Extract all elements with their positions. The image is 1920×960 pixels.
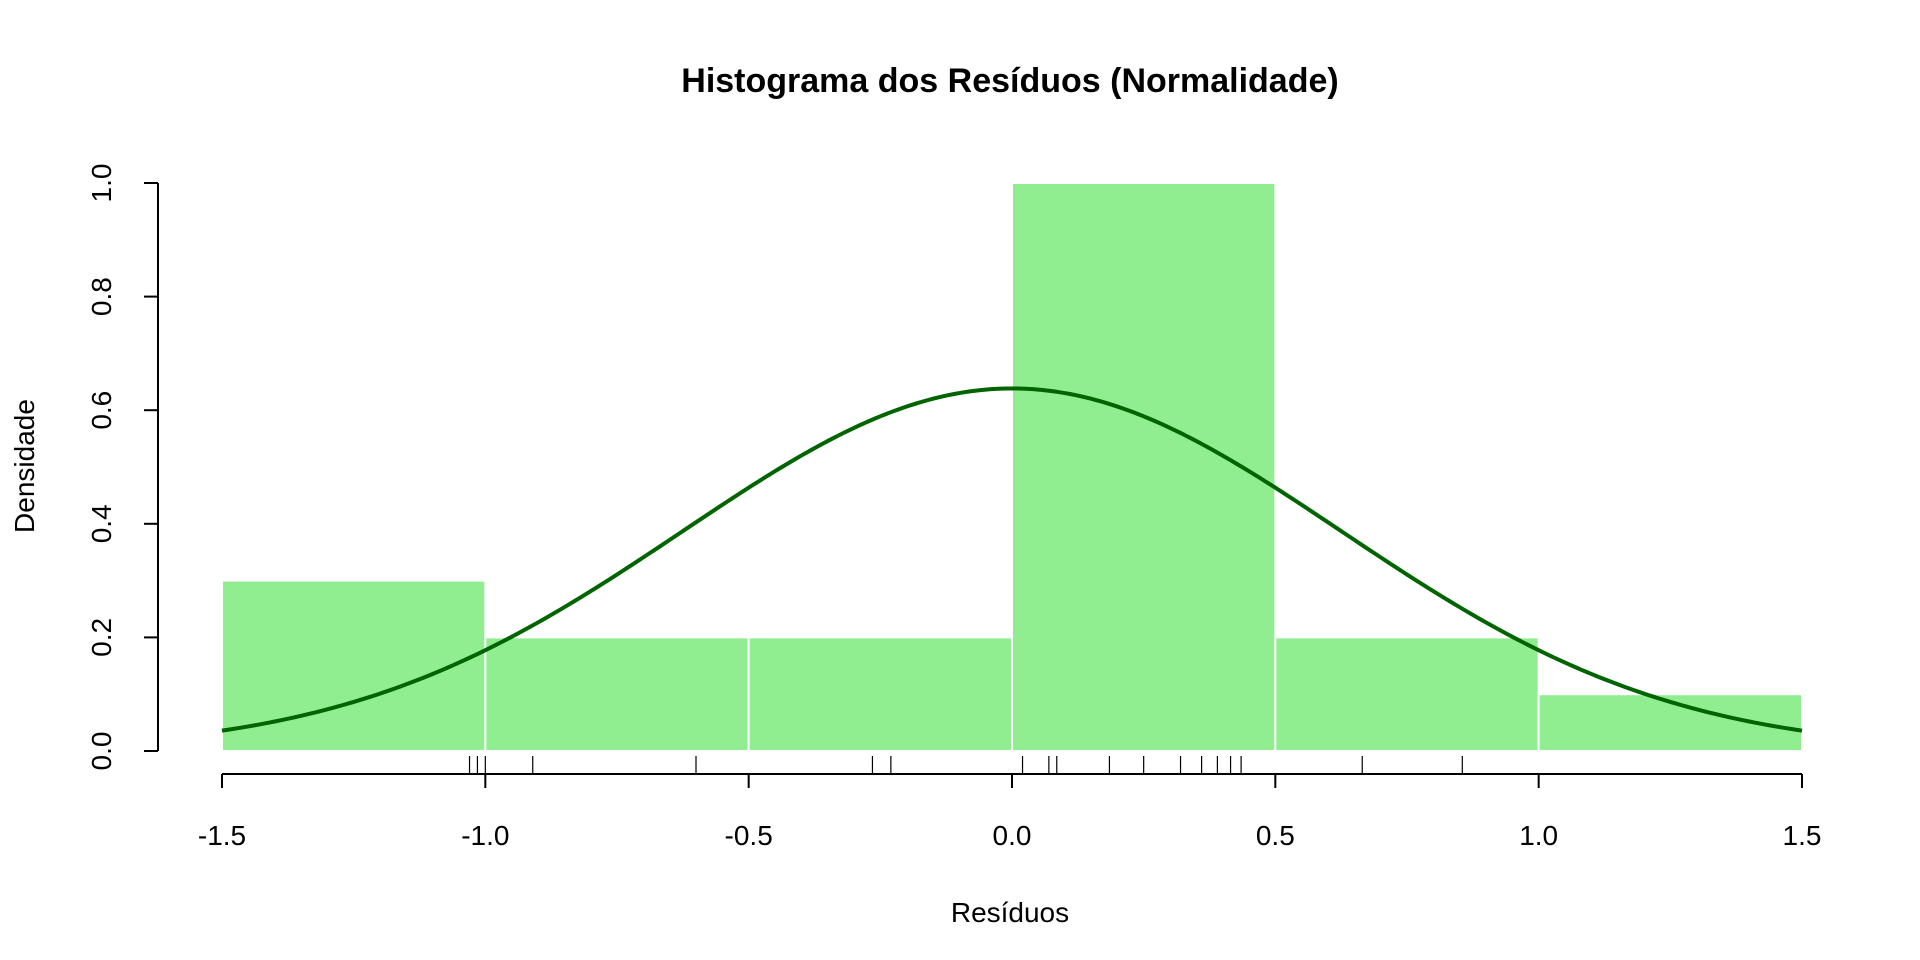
x-axis-label: Resíduos — [951, 897, 1069, 928]
x-tick-label: -1.5 — [198, 820, 246, 851]
x-tick-label: 1.5 — [1783, 820, 1822, 851]
y-tick-label: 0.4 — [86, 504, 117, 543]
x-tick-label: 1.0 — [1519, 820, 1558, 851]
y-tick-label: 0.2 — [86, 618, 117, 657]
histogram-bar-4 — [1011, 182, 1277, 752]
x-tick-label: 0.0 — [993, 820, 1032, 851]
normal-density-curve — [221, 386, 1803, 733]
y-tick-label: 0.8 — [86, 277, 117, 316]
histogram-bar-5 — [1274, 636, 1540, 753]
y-tick-label: 0.6 — [86, 391, 117, 430]
rug-layer — [468, 756, 1463, 774]
histogram-bars — [221, 182, 1803, 753]
normal-curve-layer — [221, 386, 1803, 733]
y-tick-label: 1.0 — [86, 164, 117, 203]
x-tick-label: -0.5 — [725, 820, 773, 851]
y-axis: 0.0 0.2 0.4 0.6 0.8 1.0 — [86, 164, 159, 771]
y-tick-label: 0.0 — [86, 732, 117, 771]
x-tick-label: 0.5 — [1256, 820, 1295, 851]
chart-title: Histograma dos Resíduos (Normalidade) — [681, 62, 1338, 100]
histogram-bar-3 — [747, 636, 1014, 753]
x-axis: -1.5 -1.0 -0.5 0.0 0.5 1.0 1.5 — [198, 773, 1822, 851]
x-tick-label: -1.0 — [461, 820, 509, 851]
histogram-bar-2 — [484, 636, 750, 753]
y-axis-label: Densidade — [9, 399, 40, 533]
